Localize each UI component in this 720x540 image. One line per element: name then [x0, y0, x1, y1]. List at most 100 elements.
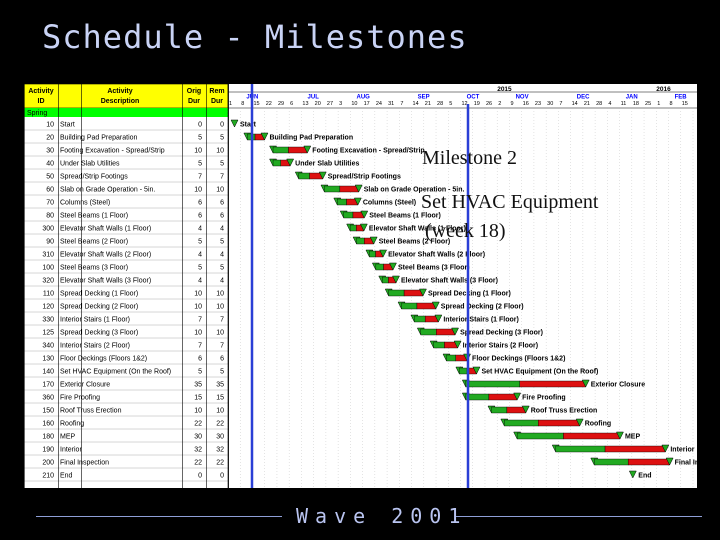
bar-end-marker	[286, 158, 295, 167]
cell-id: 130	[42, 356, 54, 363]
day-label-7: 20	[315, 101, 321, 107]
bar-done	[272, 159, 281, 167]
bar-label: Footing Excavation - Spread/Strip	[312, 148, 424, 155]
bar-label: Building Pad Preparation	[269, 135, 353, 142]
cell-description: Fire Proofing	[60, 395, 100, 402]
cell-rem-dur: 10	[216, 148, 224, 155]
day-label-3: 22	[266, 101, 272, 107]
cell-id: 80	[46, 213, 54, 220]
cell-id: 120	[42, 304, 54, 311]
cell-rem-dur: 22	[216, 421, 224, 428]
bar-label: Spread Decking (3 Floor)	[460, 330, 543, 337]
bar-done	[504, 419, 539, 427]
gantt-sheet: Activity ID Activity Description Orig Dur Rem D…	[24, 84, 697, 488]
bar-label: MEP	[625, 434, 641, 441]
day-label-10: 10	[351, 101, 357, 107]
bar-end-marker	[434, 314, 443, 323]
cell-id: 125	[42, 330, 54, 337]
bar-end-marker	[360, 210, 369, 219]
bar-done	[491, 406, 508, 414]
header-label-1-1: Description	[101, 98, 140, 105]
day-label-35: 1	[657, 101, 660, 107]
header-label-3-0: Rem	[209, 88, 224, 95]
bar-end-marker	[581, 379, 590, 388]
bar-end-marker	[661, 444, 670, 453]
bar-done	[465, 380, 520, 388]
bar-end-marker	[472, 366, 481, 375]
cell-rem-dur: 35	[216, 382, 224, 389]
cell-id: 340	[42, 343, 54, 350]
cell-orig-dur: 10	[194, 148, 202, 155]
cell-rem-dur: 6	[220, 356, 224, 363]
bar-end-marker	[419, 288, 427, 297]
milestone-marker	[628, 470, 637, 479]
day-label-16: 21	[425, 101, 431, 107]
cell-description: Steel Beams (3 Floor)	[60, 265, 128, 272]
month-label-6: DEC	[577, 95, 590, 101]
cell-description: Exterior Closure	[60, 382, 110, 389]
bar-label: Fire Proofing	[522, 395, 566, 402]
day-label-33: 18	[633, 101, 639, 107]
cell-description: Building Pad Preparation	[60, 135, 138, 142]
bar-end-marker	[431, 301, 440, 310]
day-label-8: 27	[327, 101, 333, 107]
cell-description: Spread Decking (2 Floor)	[60, 304, 138, 311]
cell-rem-dur: 10	[216, 291, 224, 298]
cell-id: 200	[42, 460, 54, 467]
cell-id: 210	[42, 473, 54, 480]
cell-id: 310	[42, 252, 54, 259]
cell-orig-dur: 5	[198, 239, 202, 246]
bar-label: Elevator Shaft Walls (3 Floor)	[401, 278, 498, 285]
cell-description: Interior	[60, 447, 82, 454]
day-label-24: 16	[523, 101, 529, 107]
cell-orig-dur: 10	[194, 187, 202, 194]
header-label-1-0: Activity	[107, 88, 132, 95]
cell-orig-dur: 6	[198, 200, 202, 207]
bar-end-marker	[353, 197, 362, 206]
cell-description: Columns (Steel)	[60, 200, 110, 207]
bar-label: Interior Stairs (2 Floor)	[463, 343, 538, 350]
bar-end-marker	[303, 145, 312, 154]
cell-rem-dur: 6	[220, 200, 224, 207]
cell-description: Footing Excavation - Spread/Strip	[60, 148, 165, 155]
month-label-5: NOV	[516, 95, 529, 101]
day-label-19: 12	[462, 101, 468, 107]
bar-end-marker	[318, 171, 327, 180]
cell-orig-dur: 5	[198, 265, 202, 272]
day-label-15: 14	[413, 101, 419, 107]
bar-end-marker	[260, 132, 269, 141]
cell-id: 10	[46, 122, 54, 129]
bar-done	[298, 172, 310, 180]
cell-rem-dur: 10	[216, 187, 224, 194]
day-label-1: 8	[241, 101, 244, 107]
bar-label: Steel Beams (1 Floor)	[369, 213, 441, 220]
bar-done	[516, 432, 564, 440]
bar-label: Set HVAC Equipment (On the Roof)	[481, 369, 598, 376]
bar-label: Roof Truss Erection	[531, 408, 598, 415]
bar-done	[420, 328, 437, 336]
cell-description: Final Inspection	[60, 460, 109, 467]
cell-orig-dur: 7	[198, 343, 202, 350]
cell-orig-dur: 4	[198, 226, 202, 233]
day-label-4: 29	[278, 101, 284, 107]
bar-done	[337, 198, 347, 206]
cell-rem-dur: 15	[216, 395, 224, 402]
header-label-3-1: Dur	[211, 98, 223, 105]
cell-id: 30	[46, 148, 54, 155]
cell-rem-dur: 7	[220, 317, 224, 324]
header-label-0-1: ID	[38, 98, 45, 105]
bar-end-marker	[513, 392, 522, 401]
day-label-12: 24	[376, 101, 382, 107]
cell-orig-dur: 0	[198, 122, 202, 129]
cell-description: Elevator Shaft Walls (2 Floor)	[60, 252, 151, 259]
month-label-7: JAN	[626, 95, 638, 101]
bar-label: Exterior Closure	[591, 382, 646, 389]
cell-orig-dur: 10	[194, 408, 202, 415]
bar-done	[446, 354, 456, 362]
bar-label: Spread Decking (1 Floor)	[428, 291, 511, 298]
cell-id: 50	[46, 174, 54, 181]
bar-label: Slab on Grade Operation - 5in.	[364, 187, 465, 194]
bar-label: Spread/Strip Footings	[328, 174, 401, 181]
day-label-20: 19	[474, 101, 480, 107]
header-label-2-1: Dur	[188, 98, 200, 105]
